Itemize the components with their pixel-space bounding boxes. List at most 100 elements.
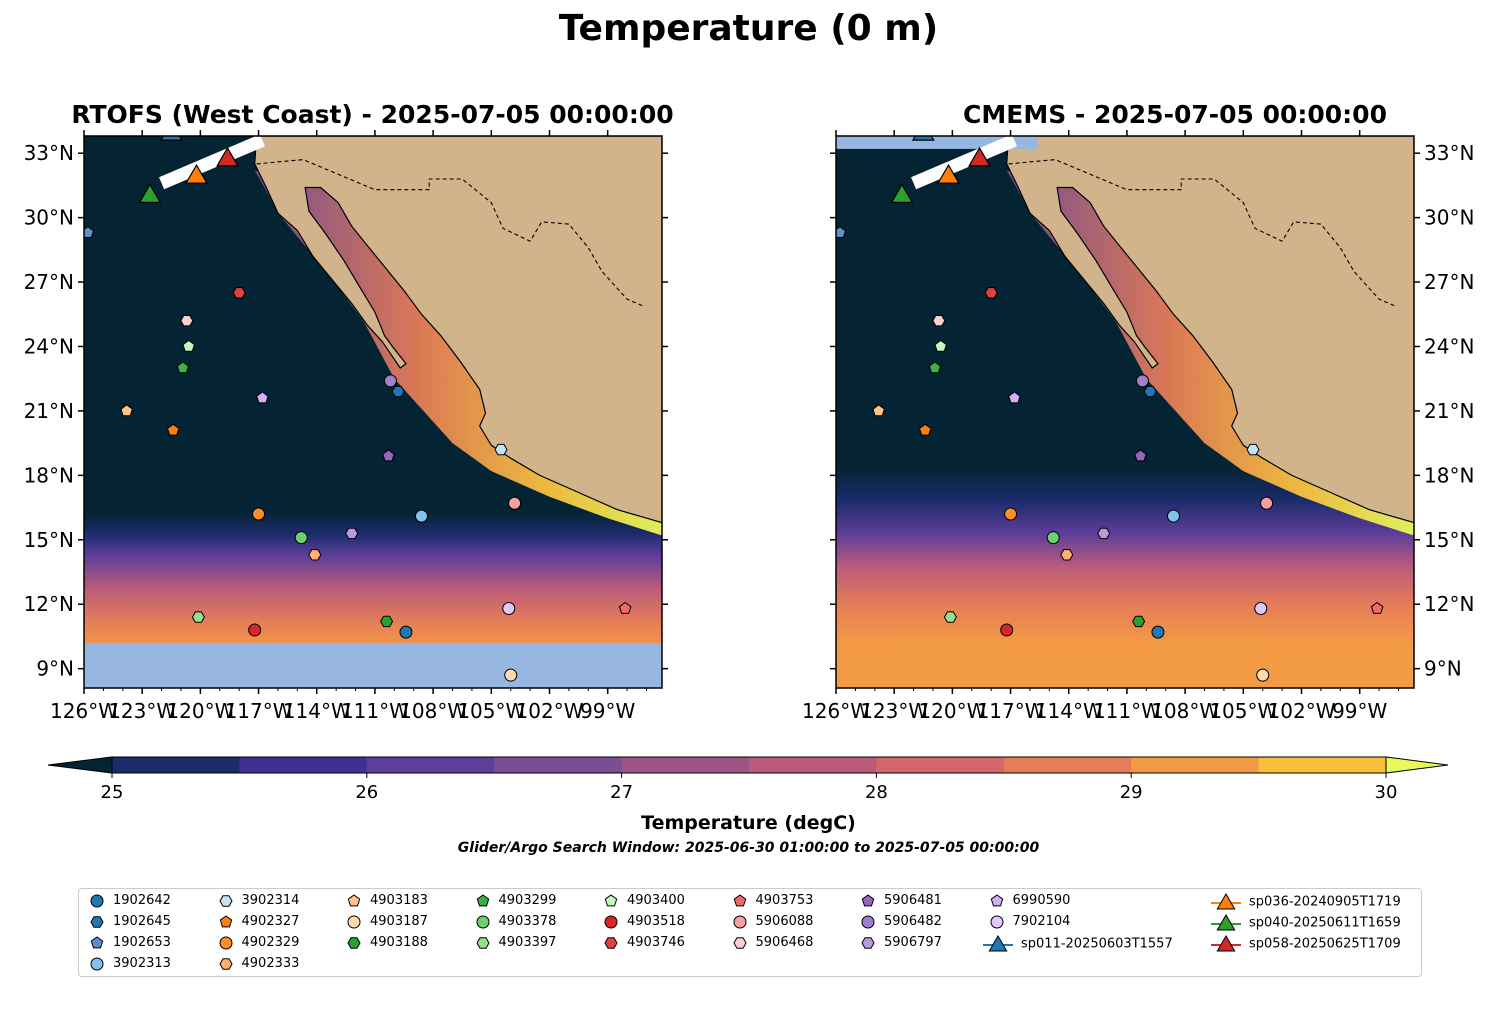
map-axes: 126°W123°W120°W117°W114°W111°W108°W105°W… [24, 130, 1474, 723]
cmems-lat-tick-label: 18°N [1424, 463, 1474, 487]
rtofs-border [256, 159, 643, 307]
glider-sp040-20250611T1659-cmems [890, 183, 914, 203]
legend-item-label: 4903518 [627, 914, 685, 929]
legend-item-6990590: 6990590 [989, 891, 1071, 911]
legend-item-label: 5906481 [884, 893, 942, 908]
legend-item-label: 4903397 [498, 935, 557, 950]
colorbar-extend-low [47, 756, 113, 774]
legend-marker-circle-icon [604, 915, 618, 928]
cmems-lat-tick-label: 24°N [1424, 334, 1474, 358]
legend-marker-pentagon-icon [219, 914, 232, 927]
rtofs-lon-tick-label: 99°W [580, 699, 635, 723]
legend-marker-circle-icon [90, 894, 104, 907]
legend-item-3902314: 3902314 [218, 891, 300, 911]
legend-item-4903746: 4903746 [603, 933, 685, 953]
cmems-coastal-warm-band [1006, 170, 1414, 536]
argo-float-1902645-rtofs [391, 385, 405, 398]
legend-item-4902329: 4902329 [218, 933, 299, 953]
legend-item-4903753: 4903753 [732, 891, 814, 911]
colorbar-segment [366, 757, 495, 773]
legend-marker-pentagon-icon [476, 893, 489, 906]
colorbar-segment [749, 757, 877, 773]
legend-marker-circle-icon [347, 915, 361, 928]
glider-sp011-20250603T1557-rtofs [159, 136, 183, 141]
legend-item-4903397: 4903397 [475, 933, 557, 953]
argo-float-5906481-cmems [1134, 449, 1147, 462]
argo-float-4903299-rtofs [176, 361, 190, 374]
legend-marker-hexagon-icon [90, 915, 104, 928]
legend-item-1902653: 1902653 [89, 933, 171, 953]
cmems-lat-tick-label: 9°N [1424, 657, 1462, 681]
argo-float-1902653-rtofs [84, 226, 95, 238]
legend-item-4902327: 4902327 [218, 912, 299, 932]
legend-item-sp036-20240905T1719: sp036-20240905T1719 [1211, 891, 1401, 911]
cmems-lat-tick-label: 27°N [1424, 270, 1474, 294]
glider-sp058-20250625T1709-rtofs [216, 146, 239, 167]
argo-float-4903397-cmems [943, 611, 957, 623]
argo-float-4903183-rtofs [120, 404, 133, 417]
cmems-lon-tick-label: 114°W [1035, 699, 1103, 723]
cmems-lat-tick-label: 21°N [1424, 399, 1474, 423]
legend-item-label: 3902313 [113, 956, 171, 971]
legend-item-label: 6990590 [1012, 893, 1071, 908]
legend-item-7902104: 7902104 [989, 912, 1070, 932]
glider-sp058-20250625T1709-cmems [968, 146, 991, 167]
colorbar-segment [876, 757, 1005, 773]
cmems-lon-tick-label: 120°W [918, 699, 986, 723]
cmems-lon-tick-label: 105°W [1209, 699, 1277, 723]
legend-item-label: 4903753 [755, 893, 814, 908]
rtofs-map-frame [83, 135, 663, 689]
legend-item-4903187: 4903187 [346, 912, 428, 932]
rtofs-lon-tick-label: 114°W [283, 699, 351, 723]
rtofs-coastal-warm-band [254, 170, 662, 536]
colorbar-extend-high [1385, 756, 1449, 774]
legend-marker-hexagon-icon [732, 936, 747, 949]
legend-item-sp011-20250603T1557: sp011-20250603T1557 [983, 933, 1173, 953]
colorbar-segment [1003, 757, 1132, 773]
argo-float-6990590-cmems [1008, 391, 1021, 404]
argo-float-5906482-rtofs [383, 374, 397, 388]
legend-item-5906468: 5906468 [732, 933, 814, 953]
rtofs-lon-tick-label: 120°W [166, 699, 234, 723]
argo-float-5906797-cmems [1097, 527, 1111, 540]
argo-float-4902329-cmems [1004, 507, 1018, 521]
argo-float-4902333-cmems [1060, 549, 1074, 561]
cmems-lon-tick-label: 108°W [1151, 699, 1219, 723]
argo-float-5906481-rtofs [382, 449, 395, 462]
argo-float-4902327-rtofs [166, 423, 180, 436]
argo-float-5906088-rtofs [508, 496, 522, 510]
legend-item-4903299: 4903299 [475, 891, 556, 911]
legend-marker-pentagon-icon [990, 893, 1003, 906]
legend-item-label: 5906468 [755, 935, 814, 950]
legend-marker-pentagon-icon [347, 893, 361, 906]
colorbar-tick-label: 29 [1120, 782, 1143, 803]
rtofs-glider-track [159, 136, 265, 190]
legend-item-sp040-20250611T1659: sp040-20250611T1659 [1211, 912, 1401, 932]
cmems-panel-title: CMEMS - 2025-07-05 00:00:00 [963, 100, 1387, 129]
rtofs-lat-tick-label: 24°N [24, 334, 74, 358]
argo-float-3902313-cmems [1166, 509, 1180, 523]
legend-item-5906797: 5906797 [860, 933, 942, 953]
legend-item-label: 5906088 [755, 914, 814, 929]
legend-item-label: sp058-20250625T1709 [1249, 936, 1401, 952]
rtofs-lon-tick-label: 123°W [108, 699, 176, 723]
argo-float-4903183-cmems [872, 404, 885, 417]
rtofs-lon-tick-label: 105°W [457, 699, 525, 723]
argo-float-1902645-cmems [1143, 385, 1157, 398]
argo-float-3902314-rtofs [494, 443, 508, 456]
rtofs-lat-tick-label: 33°N [24, 141, 74, 165]
argo-float-4903187-rtofs [504, 668, 518, 682]
argo-float-7902104-cmems [1254, 602, 1268, 616]
glider-sp040-20250611T1659-rtofs [138, 183, 162, 203]
legend-marker-pentagon-icon [90, 935, 104, 948]
legend-item-5906088: 5906088 [732, 912, 814, 932]
legend-item-label: 3902314 [241, 893, 300, 908]
legend-item-1902645: 1902645 [89, 912, 171, 932]
cmems-lat-tick-label: 33°N [1424, 141, 1474, 165]
argo-float-4903518-rtofs [248, 623, 262, 637]
argo-float-4902329-rtofs [252, 507, 266, 521]
argo-float-4903400-rtofs [182, 339, 195, 352]
argo-float-1902653-cmems [836, 226, 847, 238]
legend-marker-circle-icon [733, 915, 746, 928]
legend-item-4903188: 4903188 [346, 933, 428, 953]
